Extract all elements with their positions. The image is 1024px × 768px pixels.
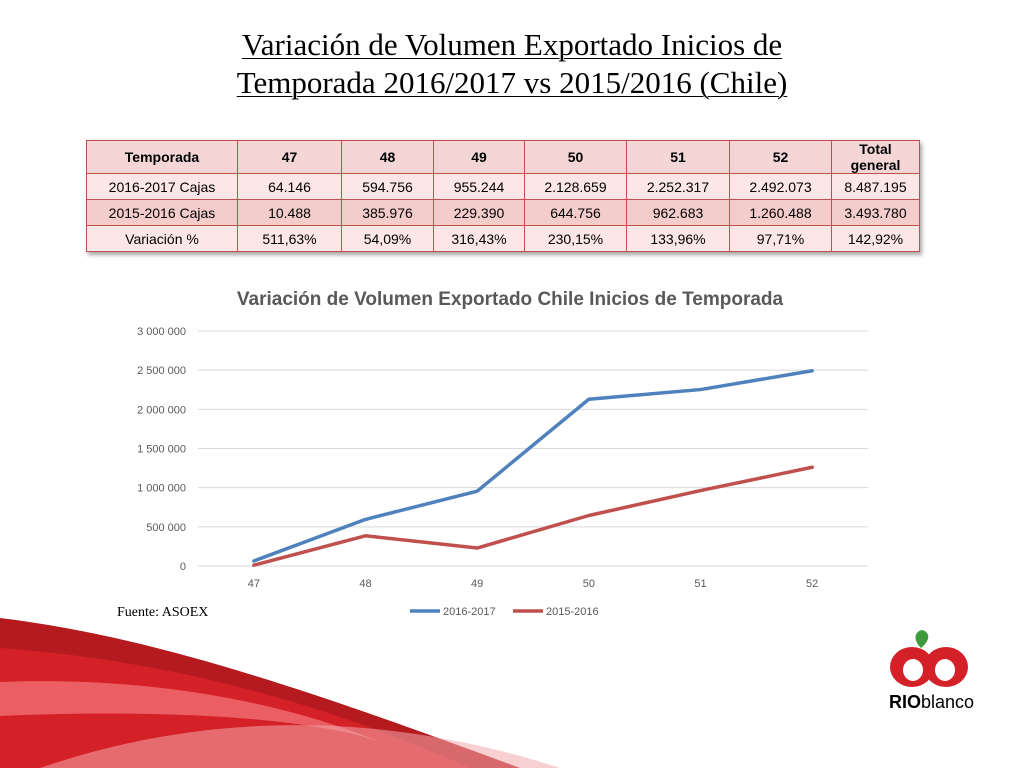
chart-title: Variación de Volumen Exportado Chile Ini… xyxy=(236,289,784,310)
table-cell: 2.252.317 xyxy=(626,173,730,200)
y-tick-label: 500 000 xyxy=(146,522,186,534)
table-row: 2016-2017 Cajas 64.146 594.756 955.244 2… xyxy=(86,173,920,200)
logo-wordmark: RIOblanco xyxy=(889,692,974,713)
table-cell: 644.756 xyxy=(524,199,627,226)
table-cell: 2.492.073 xyxy=(729,173,832,200)
table-header-row: Temporada 47 48 49 50 51 52 Total genera… xyxy=(86,140,920,174)
y-tick-label: 0 xyxy=(180,561,186,573)
chart-series xyxy=(252,369,814,567)
slide-title: Variación de Volumen Exportado Inicios d… xyxy=(0,26,1024,102)
chart-y-ticks: 0 500 000 1 000 000 1 500 000 2 000 000 2 500… xyxy=(137,326,186,573)
table-cell: Variación % xyxy=(86,225,238,252)
decorative-swooshes xyxy=(0,618,560,768)
legend-label: 2015-2016 xyxy=(546,606,599,618)
table-cell: 229.390 xyxy=(433,199,525,226)
table-row: 2015-2016 Cajas 10.488 385.976 229.390 6… xyxy=(86,199,920,226)
series-line-2016-2017 xyxy=(252,369,814,563)
x-tick-label: 50 xyxy=(583,578,595,590)
logo-apple-hole-left-icon xyxy=(903,659,923,681)
table-cell: 54,09% xyxy=(341,225,434,252)
rioblanco-logo-icon xyxy=(890,630,968,687)
y-tick-label: 2 500 000 xyxy=(137,365,186,377)
header-cell: 51 xyxy=(626,140,730,174)
y-tick-label: 1 000 000 xyxy=(137,483,186,495)
table-cell: 97,71% xyxy=(729,225,832,252)
header-cell: Temporada xyxy=(86,140,238,174)
series-line-2015-2016 xyxy=(252,465,814,567)
y-tick-label: 3 000 000 xyxy=(137,326,186,338)
table-cell: 10.488 xyxy=(237,199,342,226)
logo-wordmark-regular: blanco xyxy=(921,692,975,712)
table-cell: 955.244 xyxy=(433,173,525,200)
table-cell: 133,96% xyxy=(626,225,730,252)
table-cell: 594.756 xyxy=(341,173,434,200)
x-tick-label: 52 xyxy=(806,578,818,590)
chart-gridlines xyxy=(198,330,868,567)
y-tick-label: 2 000 000 xyxy=(137,404,186,416)
table-cell: 64.146 xyxy=(237,173,342,200)
header-cell: 49 xyxy=(433,140,525,174)
chart-x-ticks: 47 48 49 50 51 52 xyxy=(248,578,819,590)
table-cell: 3.493.780 xyxy=(831,199,920,226)
header-cell: Total general xyxy=(831,140,920,174)
table-cell: 511,63% xyxy=(237,225,342,252)
table-cell: 142,92% xyxy=(831,225,920,252)
header-cell: 48 xyxy=(341,140,434,174)
slide-title-line1: Variación de Volumen Exportado Inicios d… xyxy=(241,27,783,62)
table-cell: 962.683 xyxy=(626,199,730,226)
table-cell: 2016-2017 Cajas xyxy=(86,173,238,200)
header-cell: 50 xyxy=(524,140,627,174)
x-tick-label: 49 xyxy=(471,578,483,590)
header-cell: 52 xyxy=(729,140,832,174)
y-tick-label: 1 500 000 xyxy=(137,444,186,456)
table-cell: 2015-2016 Cajas xyxy=(86,199,238,226)
table-cell: 316,43% xyxy=(433,225,525,252)
x-tick-label: 47 xyxy=(248,578,260,590)
table-cell: 385.976 xyxy=(341,199,434,226)
logo-leaf-icon xyxy=(915,630,929,648)
legend-label: 2016-2017 xyxy=(443,606,496,618)
table-cell: 230,15% xyxy=(524,225,627,252)
chart-legend: 2016-2017 2015-2016 xyxy=(410,606,599,618)
logo-apple-hole-right-icon xyxy=(935,659,955,681)
header-cell: 47 xyxy=(237,140,342,174)
table-cell: 2.128.659 xyxy=(524,173,627,200)
swoosh-thin xyxy=(40,725,560,768)
source-note: Fuente: ASOEX xyxy=(117,605,209,620)
swoosh-light xyxy=(0,681,380,742)
logo-wordmark-bold: RIO xyxy=(889,692,922,712)
table-cell: 1.260.488 xyxy=(729,199,832,226)
x-tick-label: 51 xyxy=(694,578,706,590)
x-tick-label: 48 xyxy=(359,578,371,590)
table-cell: 8.487.195 xyxy=(831,173,920,200)
slide-title-line2: Temporada 2016/2017 vs 2015/2016 (Chile) xyxy=(236,65,788,100)
export-volume-table: Temporada 47 48 49 50 51 52 Total genera… xyxy=(86,140,920,252)
table-row: Variación % 511,63% 54,09% 316,43% 230,1… xyxy=(86,225,920,252)
